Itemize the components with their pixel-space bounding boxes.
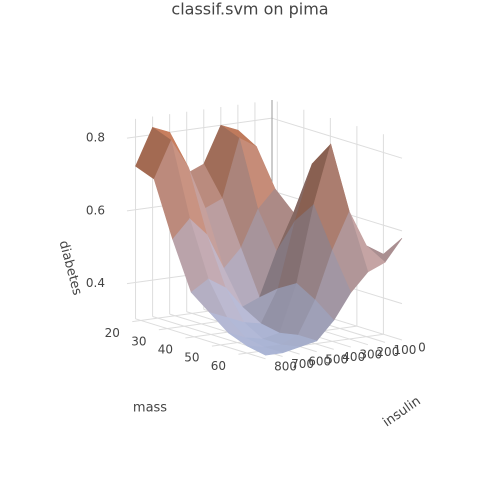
z-axis-title: diabetes [56, 239, 85, 297]
y-tick-label: 40 [158, 342, 173, 356]
x-tick-label: 200 [376, 345, 399, 359]
z-tick-label: 0.6 [86, 203, 105, 217]
y-tick-label: 20 [105, 326, 120, 340]
z-tick-label: 0.8 [86, 131, 105, 145]
x-tick-label: 800 [274, 359, 297, 373]
y-tick-label: 60 [211, 359, 226, 373]
z-tick-label: 0.4 [86, 276, 105, 290]
y-tick-label: 50 [184, 351, 199, 365]
x-tick-label: 0 [418, 341, 426, 355]
x-tick-label: 100 [393, 343, 416, 357]
x-tick-label: 300 [359, 348, 382, 362]
grid-line [135, 318, 266, 360]
y-axis-title: mass [133, 401, 167, 416]
chart-title: classif.svm on pima [171, 0, 328, 19]
x-tick-label: 500 [325, 352, 348, 366]
x-tick-label: 700 [291, 357, 314, 371]
surface-patch [246, 345, 283, 356]
x-tick-label: 400 [342, 350, 365, 364]
x-tick-label: 600 [308, 355, 331, 369]
x-axis-title: insulin [380, 394, 423, 431]
grid-line [271, 117, 403, 159]
y-tick-label: 30 [131, 334, 146, 348]
grid-line [126, 117, 273, 139]
